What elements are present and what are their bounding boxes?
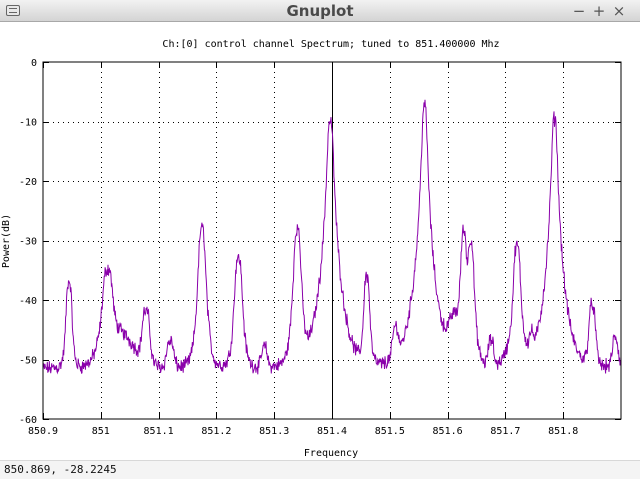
x-tick-label: 851.6 — [433, 426, 463, 437]
plot-area[interactable]: 850.9 851 851.1 851.2 851.3 851.4 851.5 851.6 85… — [0, 22, 640, 460]
chart-title: Ch:[0] control channel Spectrum; tuned t… — [162, 39, 499, 50]
spectrum-series-line — [42, 99, 622, 375]
x-tick-label: 851.4 — [317, 426, 347, 437]
x-tick-label: 851.5 — [375, 426, 405, 437]
y-tick-label: -10 — [19, 118, 37, 129]
title-bar[interactable]: Gnuplot − + × — [0, 0, 640, 22]
y-axis-label: Power(dB) — [1, 214, 12, 268]
y-tick-label: -40 — [19, 296, 37, 307]
y-tick-label: -50 — [19, 356, 37, 367]
plot-border — [42, 61, 622, 420]
y-tick-label: -60 — [19, 415, 37, 426]
cursor-coordinates: 850.869, -28.2245 — [4, 463, 117, 476]
app-icon[interactable] — [6, 5, 20, 16]
x-tick-label: 851.7 — [490, 426, 520, 437]
axis-ticks: 850.9 851 851.1 851.2 851.3 851.4 851.5 851.6 85… — [19, 58, 621, 437]
status-bar: 850.869, -28.2245 — [0, 460, 640, 479]
close-icon[interactable]: × — [612, 2, 626, 20]
minimize-icon[interactable]: − — [572, 2, 586, 20]
x-tick-label: 851.2 — [201, 426, 231, 437]
x-tick-label: 851.3 — [259, 426, 289, 437]
x-tick-label: 851.1 — [144, 426, 174, 437]
window-title: Gnuplot — [286, 2, 354, 20]
y-tick-label: -30 — [19, 237, 37, 248]
x-tick-label: 850.9 — [28, 426, 58, 437]
spectrum-chart[interactable]: 850.9 851 851.1 851.2 851.3 851.4 851.5 851.6 85… — [0, 22, 640, 460]
y-tick-label: -20 — [19, 177, 37, 188]
y-tick-label: 0 — [31, 58, 37, 69]
maximize-icon[interactable]: + — [592, 2, 606, 20]
x-axis-label: Frequency — [304, 448, 358, 459]
x-tick-label: 851 — [92, 426, 110, 437]
x-tick-label: 851.8 — [548, 426, 578, 437]
